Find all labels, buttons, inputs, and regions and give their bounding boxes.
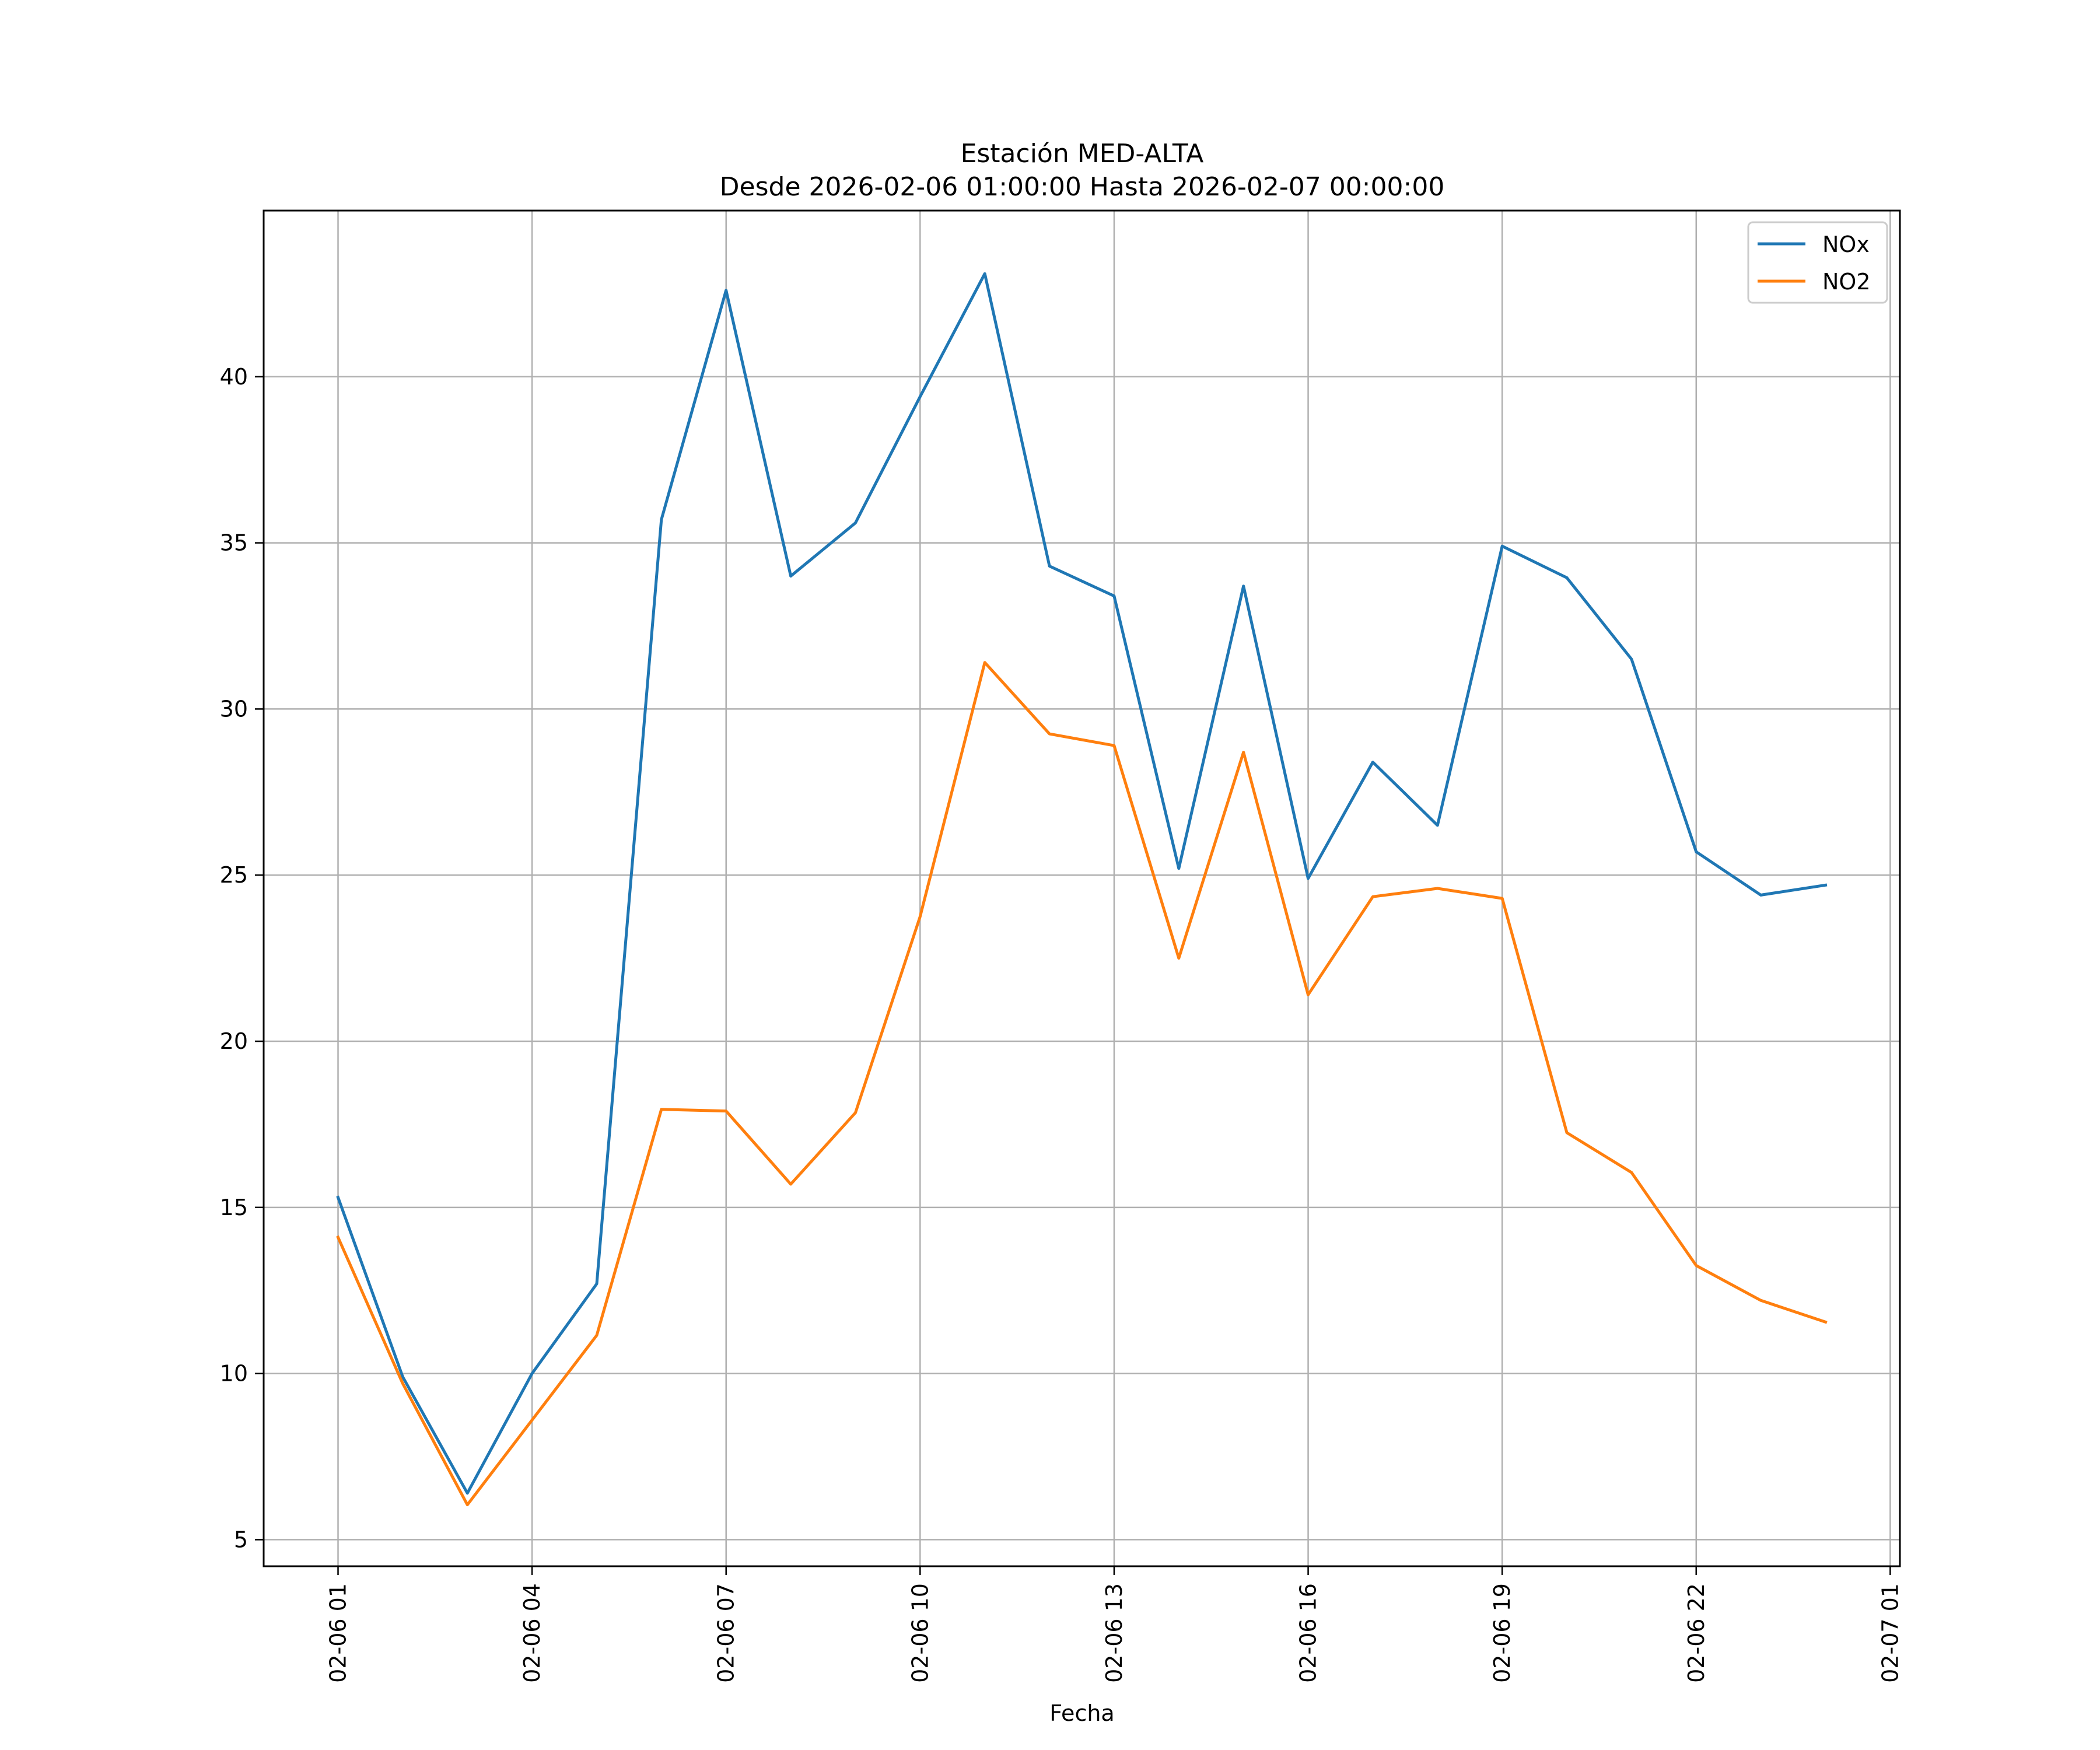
grid bbox=[264, 211, 1900, 1566]
y-tick-label-7: 40 bbox=[220, 364, 248, 390]
series-line-nox bbox=[336, 272, 1828, 1495]
x-tick-label-3: 02-06 10 bbox=[907, 1583, 933, 1683]
x-tick-label-8: 02-07 01 bbox=[1877, 1583, 1903, 1683]
legend-label-no2: NO2 bbox=[1822, 269, 1871, 295]
x-tick-label-0: 02-06 01 bbox=[326, 1583, 351, 1683]
series-line-no2 bbox=[336, 661, 1828, 1507]
ticks: 02-06 01 02-06 04 02-06 07 02-06 10 02-06 13… bbox=[220, 364, 1903, 1683]
y-tick-label-1: 10 bbox=[220, 1361, 248, 1387]
x-axis-label: Fecha bbox=[1049, 1700, 1114, 1726]
x-tick-label-5: 02-06 16 bbox=[1296, 1583, 1321, 1683]
y-tick-label-2: 15 bbox=[220, 1195, 248, 1220]
y-tick-label-6: 35 bbox=[220, 530, 248, 556]
chart-subtitle: Desde 2026-02-06 01:00:00 Hasta 2026-02-… bbox=[720, 172, 1445, 202]
x-tick-label-6: 02-06 19 bbox=[1489, 1583, 1515, 1683]
y-tick-label-0: 5 bbox=[234, 1527, 248, 1552]
x-tick-label-1: 02-06 04 bbox=[519, 1583, 545, 1683]
x-tick-label-7: 02-06 22 bbox=[1684, 1583, 1709, 1683]
y-tick-label-4: 25 bbox=[220, 862, 248, 888]
plot-frame bbox=[262, 209, 1901, 1567]
chart-title: Estación MED-ALTA bbox=[961, 139, 1204, 169]
x-tick-label-4: 02-06 13 bbox=[1101, 1583, 1127, 1683]
legend: NOx NO2 bbox=[1747, 221, 1888, 304]
legend-label-nox: NOx bbox=[1822, 232, 1870, 257]
series-layer bbox=[336, 272, 1828, 1507]
x-tick-label-2: 02-06 07 bbox=[713, 1583, 739, 1683]
y-tick-label-3: 20 bbox=[220, 1028, 248, 1054]
y-tick-label-5: 30 bbox=[220, 696, 248, 722]
